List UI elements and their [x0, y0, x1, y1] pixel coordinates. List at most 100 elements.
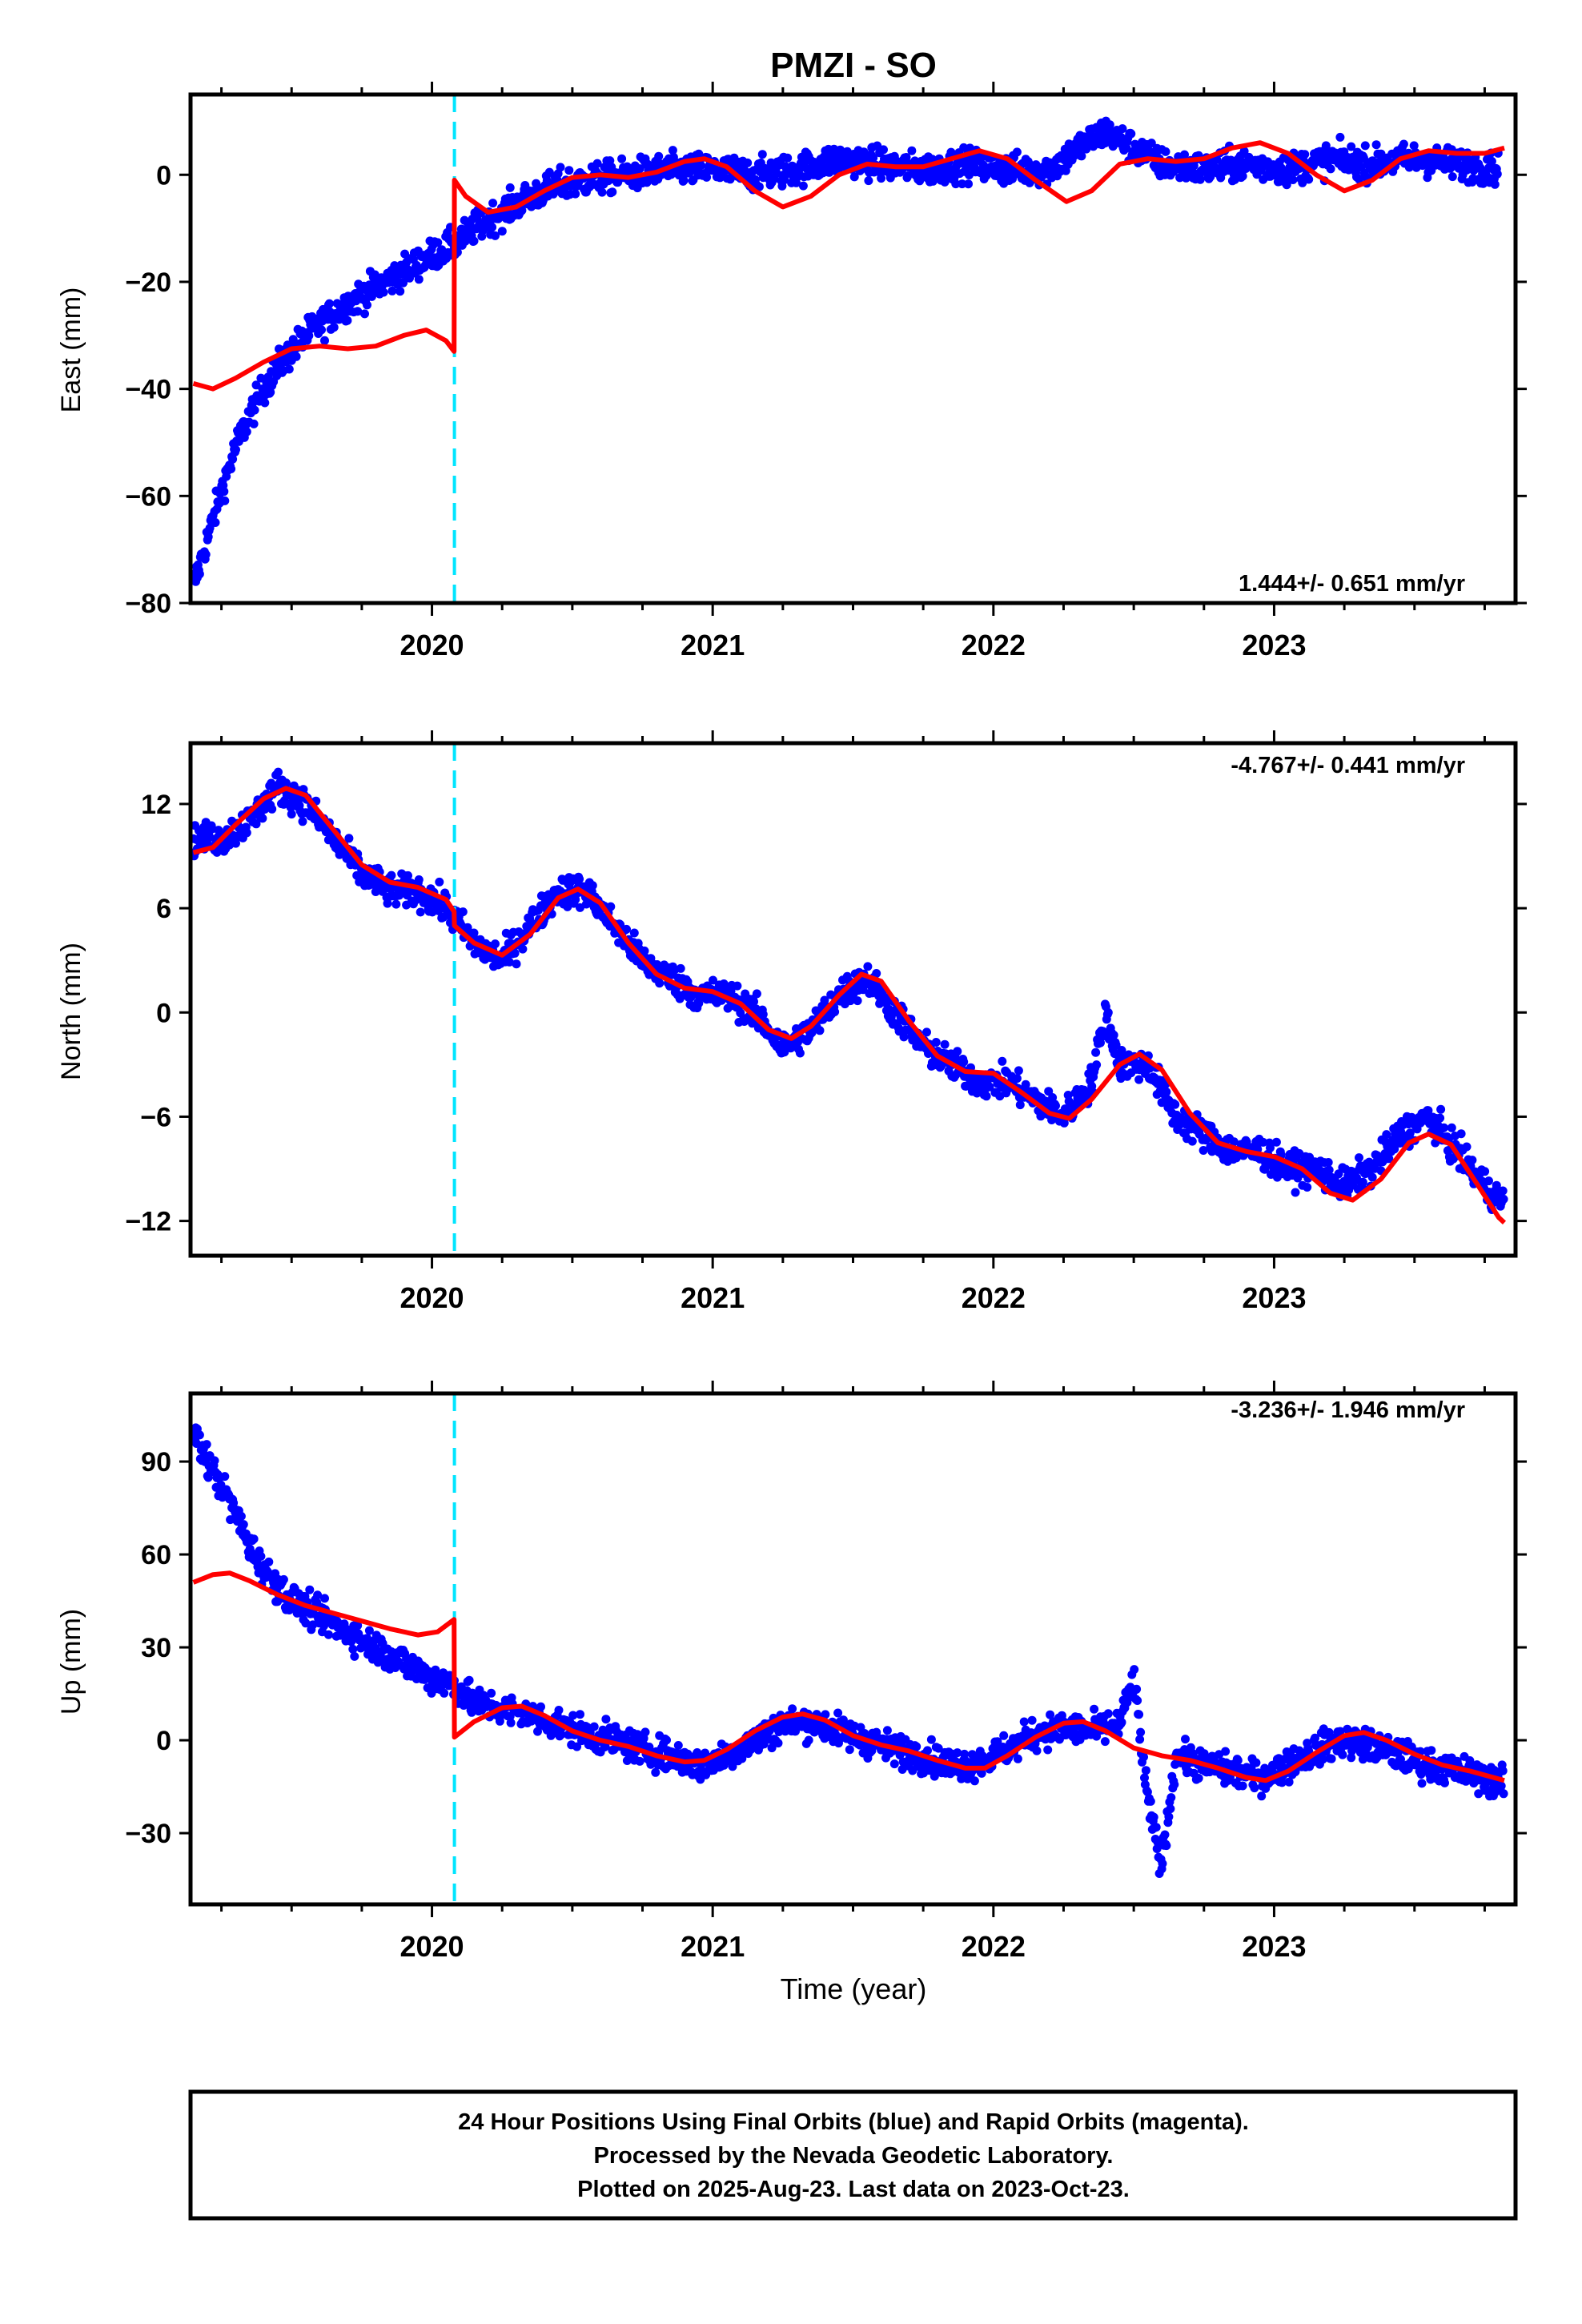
north-data-point	[622, 924, 631, 934]
east-xtick-label: 2020	[400, 629, 464, 661]
east-data-point	[317, 325, 326, 335]
east-data-point	[343, 316, 352, 325]
north-data-point	[758, 1010, 768, 1019]
up-data-point	[773, 1739, 783, 1748]
up-data-point	[1043, 1745, 1053, 1755]
east-data-point	[798, 181, 808, 191]
east-xtick-label: 2022	[962, 629, 1026, 661]
north-data-point	[1229, 1137, 1239, 1147]
north-ytick-label: 0	[156, 998, 171, 1028]
up-data-point	[1141, 1766, 1150, 1775]
north-data-point	[863, 962, 873, 971]
north-data-point	[510, 948, 520, 958]
east-data-point	[668, 146, 677, 155]
north-data-point	[1051, 1101, 1060, 1111]
east-data-point	[201, 549, 211, 559]
east-data-point	[564, 166, 574, 175]
north-xtick-label: 2022	[962, 1281, 1026, 1314]
north-data-point	[1259, 1137, 1268, 1147]
north-data-point	[588, 881, 597, 891]
east-data-point	[879, 145, 888, 155]
north-data-point	[251, 819, 261, 829]
north-data-point	[416, 907, 425, 917]
up-data-point	[1158, 1859, 1167, 1868]
up-data-point	[195, 1430, 204, 1440]
up-data-point	[464, 1675, 474, 1685]
up-data-point	[1327, 1754, 1336, 1763]
north-xtick-label: 2020	[400, 1281, 464, 1314]
east-data-point	[1012, 147, 1022, 157]
east-ytick-label: 0	[156, 160, 171, 191]
east-data-point	[617, 154, 627, 163]
north-data-point	[1271, 1137, 1281, 1147]
up-data-point	[576, 1710, 584, 1719]
east-data-point	[497, 227, 507, 236]
up-data-point	[220, 1472, 230, 1482]
north-data-point	[1096, 1038, 1105, 1047]
north-data-point	[281, 778, 291, 788]
east-data-point	[697, 161, 706, 171]
north-data-point	[435, 877, 444, 887]
up-data-point	[1396, 1755, 1405, 1764]
up-data-point	[1277, 1778, 1287, 1787]
east-data-point	[1371, 140, 1381, 150]
north-data-point	[504, 957, 514, 967]
east-data-point	[291, 352, 301, 361]
north-data-point	[1355, 1153, 1363, 1163]
up-data-point	[977, 1768, 986, 1778]
up-data-point	[912, 1742, 921, 1751]
up-data-point	[635, 1756, 644, 1766]
up-data-point	[1160, 1830, 1170, 1839]
up-data-point	[999, 1731, 1009, 1740]
up-data-point	[1166, 1793, 1176, 1803]
east-data-point	[219, 487, 229, 497]
east-data-point	[901, 153, 911, 162]
up-data-point	[889, 1759, 899, 1769]
north-data-point	[1436, 1104, 1446, 1114]
up-data-point	[320, 1594, 329, 1603]
east-ytick-label: −20	[125, 267, 171, 298]
up-data-point	[568, 1711, 578, 1720]
east-data-point	[284, 364, 294, 374]
north-data-point	[853, 996, 862, 1006]
east-data-point	[433, 238, 443, 247]
east-data-point	[249, 419, 259, 428]
east-data-point	[1447, 172, 1457, 182]
north-data-point	[491, 939, 500, 949]
up-data-point	[1347, 1753, 1356, 1763]
north-data-point	[1103, 1007, 1113, 1017]
north-data-point	[512, 959, 521, 969]
east-data-point	[363, 300, 371, 310]
up-data-point	[1170, 1779, 1179, 1789]
north-data-point	[1170, 1100, 1180, 1109]
up-data-point	[970, 1776, 979, 1786]
north-data-point	[655, 979, 665, 988]
east-data-point	[211, 518, 220, 527]
east-data-point	[379, 287, 388, 297]
up-data-point	[622, 1756, 632, 1765]
up-data-point	[1117, 1718, 1126, 1727]
north-data-point	[795, 1048, 805, 1058]
north-data-point	[1303, 1183, 1312, 1192]
east-model-line	[192, 140, 1505, 392]
north-data-point	[1462, 1142, 1472, 1152]
up-data-point	[1164, 1812, 1174, 1822]
east-data-point	[320, 336, 329, 345]
east-data-point	[324, 299, 334, 308]
east-data-point	[360, 309, 369, 319]
east-data-point	[1360, 141, 1370, 151]
north-data-point	[749, 997, 758, 1007]
up-data-point	[1090, 1704, 1099, 1714]
north-data-point	[404, 870, 412, 880]
up-data-point	[264, 1557, 274, 1566]
up-data-point	[1166, 1804, 1175, 1814]
east-data-point	[946, 147, 956, 157]
east-data-point	[1282, 180, 1291, 190]
north-data-point	[1092, 1060, 1102, 1070]
east-data-point	[1300, 150, 1310, 159]
north-data-point	[469, 928, 479, 938]
north-data-point	[1012, 1074, 1022, 1084]
up-data-point	[651, 1767, 661, 1777]
east-data-point	[242, 427, 251, 436]
